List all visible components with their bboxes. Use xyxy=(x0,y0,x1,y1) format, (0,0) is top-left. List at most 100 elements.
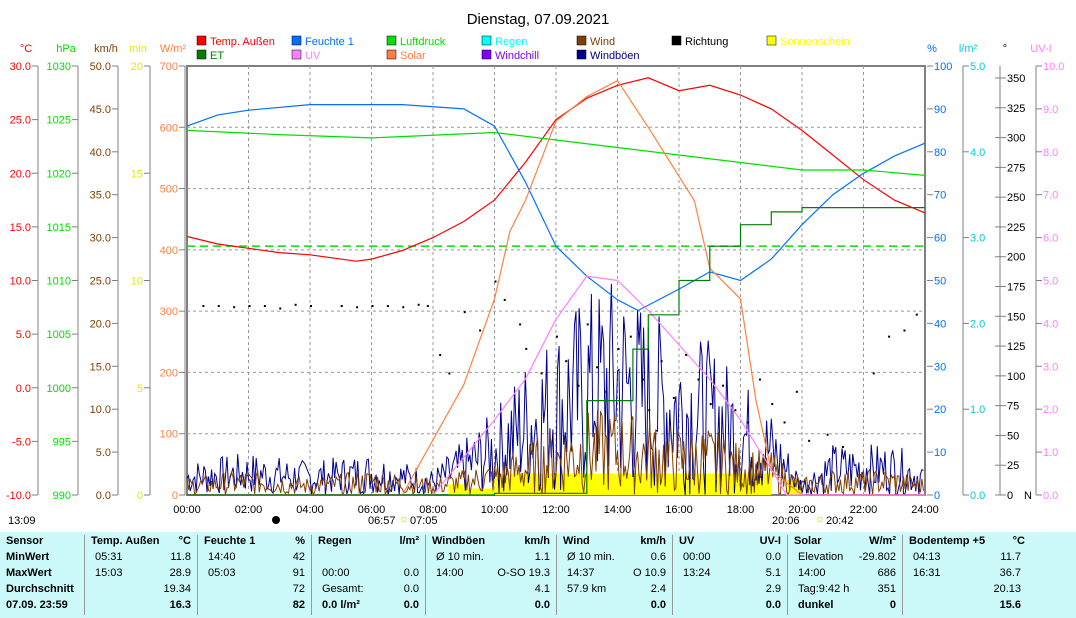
legend-swatch xyxy=(386,49,397,60)
table-cell: 351 xyxy=(877,583,896,595)
direction-point xyxy=(672,396,675,399)
legend-label: Richtung xyxy=(685,36,728,48)
sunshine-bar xyxy=(694,473,710,495)
direction-point xyxy=(371,305,374,308)
axis-tick-label: 100 xyxy=(160,429,178,441)
axis-tick-label: 0.0 xyxy=(1043,490,1058,502)
column-header: Windböen xyxy=(432,535,486,547)
axis-unit: % xyxy=(927,43,937,55)
table-cell: 1.1 xyxy=(534,551,550,563)
legend-swatch xyxy=(576,49,587,60)
direction-point xyxy=(722,384,725,387)
direction-point xyxy=(402,306,405,309)
axis-tick-label: 2.0 xyxy=(1043,404,1058,416)
column-header: Feuchte 1 xyxy=(204,535,256,547)
legend-swatch xyxy=(291,35,302,46)
axis-unit: W/m² xyxy=(160,43,187,55)
column-header: Bodentemp +5 xyxy=(909,535,986,547)
sunshine-bar xyxy=(586,473,603,495)
sunshine-bar xyxy=(679,473,695,495)
axis-tick-label: 0 xyxy=(137,490,143,502)
axis-tick-label: 400 xyxy=(160,245,178,257)
axis-tick-label: 90 xyxy=(934,104,946,116)
x-tick-label: 02:00 xyxy=(235,504,263,516)
direction-point xyxy=(263,305,266,308)
legend-label: ET xyxy=(210,50,224,62)
axis-tick-label: 325 xyxy=(1007,103,1025,115)
direction-point xyxy=(617,347,620,350)
sunrise-time: 06:57 xyxy=(368,515,396,527)
sunshine-bar xyxy=(448,484,464,495)
table-cell: 05:31 xyxy=(95,551,123,563)
sunshine-bar xyxy=(709,473,726,495)
legend-swatch xyxy=(291,49,302,60)
axis-tick-label: 35.0 xyxy=(90,190,111,202)
table-cell: 11.8 xyxy=(170,551,191,563)
axis-tick-label: 995 xyxy=(53,436,71,448)
axis-tick-label: 15.0 xyxy=(10,222,31,234)
table-cell: 28.9 xyxy=(169,567,191,579)
table-cell: 07.09. 23:59 xyxy=(6,599,68,611)
direction-point xyxy=(386,305,389,308)
table-cell: 0.0 xyxy=(765,599,781,611)
table-column: Regen l/m² 00:00 0.0 Gesamt: 0.0 0.0 l/m² 0.0 xyxy=(312,535,426,615)
table-cell: 16.3 xyxy=(169,599,191,611)
direction-point xyxy=(294,303,297,306)
axis-tick-label: 500 xyxy=(160,184,178,196)
axis-tick-label: 250 xyxy=(1007,192,1025,204)
axis-tick-label: 0 xyxy=(934,490,940,502)
moon-icon xyxy=(272,516,280,524)
table-column: Windböen km/h Ø 10 min. 1.1 14:00 O-SO 19.3 4.… xyxy=(426,535,557,615)
table-cell: 00:00 xyxy=(683,551,711,563)
x-tick-label: 04:00 xyxy=(296,504,324,516)
axis-unit: hPa xyxy=(56,43,76,55)
direction-point xyxy=(202,305,205,308)
direction-point xyxy=(494,280,497,283)
axis-tick-label: 150 xyxy=(1007,311,1025,323)
legend-label: Sonnenschein xyxy=(780,36,850,48)
x-tick-label: 06:00 xyxy=(358,504,386,516)
table-cell: O-SO 19.3 xyxy=(497,567,550,579)
axis-tick-label: 30.0 xyxy=(90,233,111,245)
legend-label: Windböen xyxy=(590,50,640,62)
column-header: Wind xyxy=(563,535,590,547)
table-cell: 0.0 xyxy=(650,599,666,611)
series-feuchte-1 xyxy=(186,104,926,312)
legend-label: Windchill xyxy=(495,50,539,62)
direction-point xyxy=(758,378,761,381)
axis-tick-label: 600 xyxy=(160,122,178,134)
axis-tick-label: 1.0 xyxy=(970,404,985,416)
sunshine-bar xyxy=(617,473,633,495)
axis-tick-label: 300 xyxy=(1007,133,1025,145)
legend-label: Wind xyxy=(590,36,615,48)
table-cell: 57.9 km xyxy=(567,583,607,595)
axis-tick-label: 1.0 xyxy=(1043,447,1058,459)
axis-tick-label: 40.0 xyxy=(90,147,111,159)
legend-swatch xyxy=(481,49,492,60)
series-windböen xyxy=(186,283,924,496)
direction-point xyxy=(808,439,811,442)
table-cell: 00:00 xyxy=(322,567,350,579)
axis-tick-label: 1030 xyxy=(47,61,71,73)
axis-tick-label: 0 xyxy=(172,490,178,502)
axis-tick-label: 5.0 xyxy=(16,329,31,341)
table-cell: dunkel xyxy=(798,599,834,611)
axis-tick-label: 1015 xyxy=(47,222,71,234)
table-cell: 16:31 xyxy=(913,567,941,579)
direction-point xyxy=(888,335,891,338)
direction-point xyxy=(872,372,875,375)
x-tick-label: 12:00 xyxy=(542,504,570,516)
direction-point xyxy=(577,384,580,387)
table-cell: 36.7 xyxy=(999,567,1021,579)
table-cell: 14:00 xyxy=(436,567,464,579)
axis-tick-label: 3.0 xyxy=(1043,361,1058,373)
direction-point xyxy=(697,378,700,381)
direction-point xyxy=(660,360,663,363)
direction-point xyxy=(642,378,645,381)
legend-label: Feuchte 1 xyxy=(305,36,354,48)
table-cell: 4.1 xyxy=(534,583,550,595)
axis-tick-label: 45.0 xyxy=(90,104,111,116)
legend-swatch xyxy=(576,35,587,46)
column-header: UV-I xyxy=(759,535,781,547)
table-cell: MaxWert xyxy=(6,567,52,579)
